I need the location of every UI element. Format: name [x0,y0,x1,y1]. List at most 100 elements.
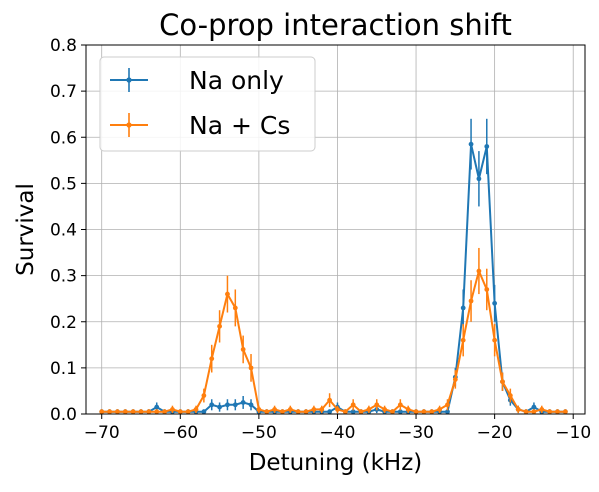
y-tick-label: 0.3 [50,267,77,287]
data-point [468,141,474,147]
data-point [272,406,277,412]
data-point [445,402,450,408]
data-point [437,406,443,412]
data-point [460,305,466,311]
data-point [209,402,215,408]
data-point [264,409,270,415]
data-point [217,323,222,329]
y-tick-label: 0.5 [50,174,77,194]
data-point [476,268,482,274]
data-point [327,409,333,415]
y-tick-label: 0.4 [50,221,77,241]
data-point [248,365,254,371]
y-tick-label: 0.6 [50,128,77,148]
data-point [225,291,230,297]
data-point [500,379,505,385]
x-axis-label: Detuning (kHz) [249,450,423,476]
y-tick-label: 0.1 [50,359,77,379]
x-tick-label: −40 [320,423,356,443]
y-tick-label: 0.8 [50,36,77,56]
data-point [154,404,160,410]
data-point [350,409,356,415]
data-point [193,406,199,412]
data-point [555,409,560,415]
legend-label: Na + Cs [189,111,290,140]
data-point [350,402,356,408]
x-tick-label: −20 [477,423,513,443]
data-point [209,356,215,362]
y-axis-label: Survival [13,183,39,276]
y-axis: 0.0 0.1 0.2 0.3 0.4 0.5 0.6 0.7 0.8 [50,36,86,425]
data-point [280,409,285,415]
data-point [515,406,521,412]
x-tick-label: −50 [241,423,277,443]
data-point [225,402,230,408]
x-tick-label: −70 [84,423,120,443]
data-point [303,409,309,415]
x-tick-label: −10 [555,423,591,443]
data-point [327,397,333,403]
data-point [429,409,435,415]
data-point [562,409,568,415]
data-point [240,347,246,352]
data-point [460,337,466,343]
data-point [217,404,222,410]
data-point [232,402,238,408]
legend: Na only Na + Cs [99,56,316,152]
data-point [476,176,482,182]
y-tick-label: 0.7 [50,82,77,102]
data-point [358,409,364,415]
data-point [177,409,183,415]
data-point [287,406,293,412]
data-point [130,409,136,415]
data-point [170,406,175,412]
data-point [523,409,529,415]
data-point [162,409,167,415]
data-point [492,300,498,306]
y-tick-label: 0.0 [50,405,77,425]
data-point [240,400,246,405]
data-point [122,409,128,415]
data-point [445,409,450,415]
data-point [421,409,427,415]
data-point [154,409,160,415]
data-point [484,144,490,149]
data-point [107,409,112,415]
data-point [311,406,317,412]
data-point [539,406,545,412]
data-point [232,305,238,311]
data-point [413,409,419,415]
data-point [201,409,207,415]
data-point [531,409,537,415]
data-point [342,409,348,415]
data-point [382,406,388,412]
data-point [390,409,395,415]
data-point [452,377,458,382]
series-na-cs [99,247,568,415]
chart-title: Co-prop interaction shift [159,8,512,42]
x-tick-label: −60 [162,423,198,443]
data-point [99,409,105,415]
data-point [484,287,490,292]
data-point [531,404,537,410]
data-point [146,409,152,415]
data-point [547,409,553,415]
data-point [374,402,380,408]
legend-marker [126,122,132,128]
x-axis: −70 −60 −50 −40 −30 −20 −10 [84,414,591,443]
data-point [256,406,262,412]
data-point [201,393,207,398]
y-tick-label: 0.2 [50,313,77,333]
data-point [138,409,144,415]
data-point [507,393,513,398]
data-point [468,298,474,304]
data-point [248,402,254,408]
data-point [319,406,325,412]
data-point [295,409,301,415]
data-point [335,406,340,412]
data-point [115,409,120,415]
legend-label: Na only [189,66,284,95]
legend-marker [126,77,132,83]
